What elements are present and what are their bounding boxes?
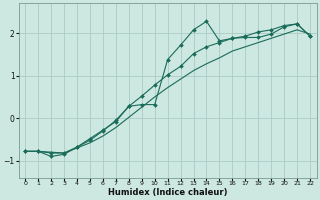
X-axis label: Humidex (Indice chaleur): Humidex (Indice chaleur) — [108, 188, 228, 197]
